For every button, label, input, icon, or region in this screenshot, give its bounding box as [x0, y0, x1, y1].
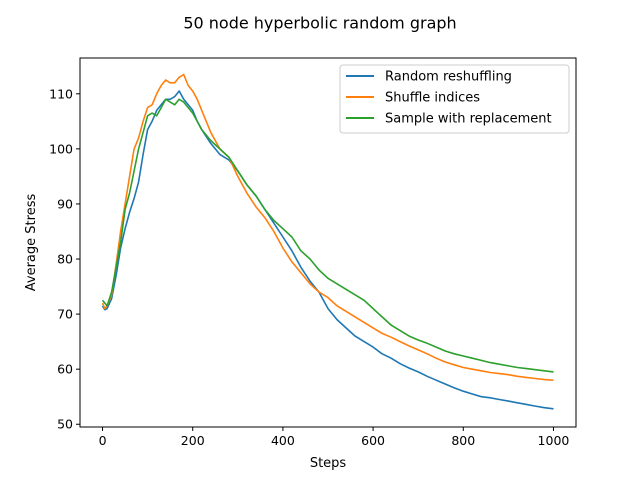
x-tick-label: 0 — [99, 433, 107, 448]
legend-entries: Random reshuffling Shuffle indices Sample … — [346, 70, 552, 127]
legend-label-3: Sample with replacement — [385, 112, 552, 127]
y-tick-label: 100 — [49, 141, 73, 156]
chart-title: 50 node hyperbolic random graph — [183, 14, 456, 33]
series-line-1 — [101, 90, 554, 410]
legend-box — [339, 64, 570, 134]
legend: Random reshuffling Shuffle indices Sample … — [339, 64, 570, 134]
y-tick-label: 70 — [57, 307, 73, 322]
y-tick-label: 110 — [49, 86, 73, 101]
x-tick-label: 400 — [271, 433, 295, 448]
y-axis: 50 60 70 80 90 100 110 — [49, 86, 80, 432]
legend-label-1: Random reshuffling — [385, 70, 512, 85]
x-tick-label: 1000 — [538, 433, 570, 448]
y-tick-label: 50 — [57, 417, 73, 432]
y-tick-label: 90 — [57, 196, 73, 211]
series-line-3 — [101, 98, 554, 373]
plot-frame — [79, 57, 577, 428]
y-tick-label: 80 — [57, 252, 73, 267]
x-axis-label: Steps — [310, 456, 347, 471]
y-axis-label: Average Stress — [24, 194, 39, 292]
legend-label-2: Shuffle indices — [385, 91, 480, 106]
x-tick-label: 800 — [451, 433, 475, 448]
series-layer — [101, 73, 554, 410]
y-tick-label: 60 — [57, 362, 73, 377]
x-tick-label: 200 — [181, 433, 205, 448]
series-line-2 — [101, 73, 554, 381]
x-tick-label: 600 — [361, 433, 385, 448]
x-axis: 0 200 400 600 800 1000 — [99, 427, 570, 448]
